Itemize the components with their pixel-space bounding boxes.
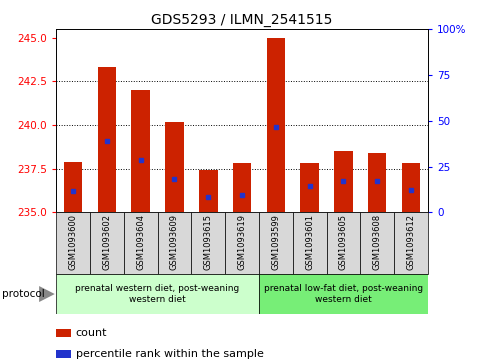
Bar: [333, 151, 352, 212]
Text: GSM1093608: GSM1093608: [372, 214, 381, 270]
Bar: [300, 163, 318, 212]
Text: prenatal low-fat diet, post-weaning
western diet: prenatal low-fat diet, post-weaning west…: [264, 284, 422, 304]
Bar: [56, 350, 70, 358]
Bar: [266, 38, 285, 212]
Bar: [360, 212, 393, 274]
Text: GSM1093619: GSM1093619: [237, 214, 246, 270]
Text: GSM1093612: GSM1093612: [406, 214, 415, 270]
Bar: [292, 212, 326, 274]
Bar: [224, 212, 259, 274]
Title: GDS5293 / ILMN_2541515: GDS5293 / ILMN_2541515: [151, 13, 332, 26]
Bar: [64, 162, 82, 212]
Bar: [123, 212, 157, 274]
Polygon shape: [39, 286, 55, 302]
Bar: [56, 274, 259, 314]
Text: GSM1093601: GSM1093601: [305, 214, 313, 270]
Bar: [157, 212, 191, 274]
Bar: [393, 212, 427, 274]
Text: GSM1093605: GSM1093605: [338, 214, 347, 270]
Bar: [90, 212, 123, 274]
Bar: [232, 163, 251, 212]
Bar: [131, 90, 150, 212]
Bar: [191, 212, 224, 274]
Bar: [56, 212, 90, 274]
Text: GSM1093600: GSM1093600: [68, 214, 78, 270]
Text: GSM1093609: GSM1093609: [170, 214, 179, 270]
Text: prenatal western diet, post-weaning
western diet: prenatal western diet, post-weaning west…: [75, 284, 239, 304]
Bar: [56, 329, 70, 337]
Bar: [165, 122, 183, 212]
Bar: [98, 68, 116, 212]
Bar: [259, 274, 427, 314]
Text: protocol: protocol: [2, 289, 45, 299]
Text: GSM1093602: GSM1093602: [102, 214, 111, 270]
Bar: [367, 153, 386, 212]
Text: percentile rank within the sample: percentile rank within the sample: [76, 349, 263, 359]
Text: GSM1093615: GSM1093615: [203, 214, 212, 270]
Text: GSM1093599: GSM1093599: [271, 214, 280, 270]
Text: GSM1093604: GSM1093604: [136, 214, 145, 270]
Bar: [401, 163, 419, 212]
Bar: [326, 212, 360, 274]
Bar: [259, 212, 292, 274]
Bar: [199, 171, 217, 212]
Text: count: count: [76, 328, 107, 338]
